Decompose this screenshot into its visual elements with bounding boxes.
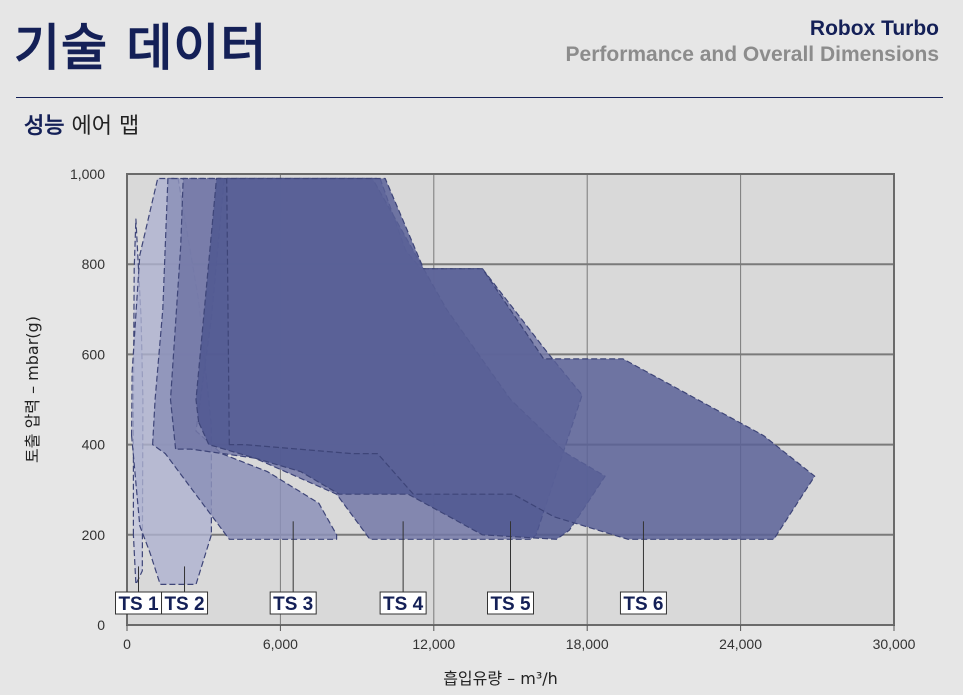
x-tick-label: 18,000 <box>566 636 609 652</box>
series-group <box>131 177 816 586</box>
x-tick-label: 24,000 <box>719 636 762 652</box>
page-title: 기술 데이터 <box>14 19 268 77</box>
series-label-box <box>487 591 534 615</box>
y-axis-ticks: 0 200 400 600 800 1,000 <box>70 166 105 633</box>
series-label: TS 6 <box>623 594 663 615</box>
series-label: TS 3 <box>273 594 313 615</box>
series-labels: TS 1 TS 2 TS 3 TS 4 TS 5 TS 6 <box>115 521 667 615</box>
x-axis-ticks: 0 6,000 12,000 18,000 24,000 30,000 <box>123 625 916 652</box>
x-tick-label: 30,000 <box>873 636 916 652</box>
series-label-box <box>269 591 317 615</box>
y-axis-label: 토출 압력 – mbar(g) <box>23 316 42 463</box>
x-tick-label: 12,000 <box>412 636 455 652</box>
plot-frame <box>126 173 895 626</box>
section-title-bold: 성능 <box>24 114 65 139</box>
series-label: TS 2 <box>164 594 204 615</box>
series-label: TS 5 <box>490 594 531 615</box>
brand-line2: Performance and Overall Dimensions <box>565 43 939 66</box>
brand-line1: Robox Turbo <box>809 17 939 40</box>
series-label: TS 4 <box>383 594 424 615</box>
section-title: 성능 에어 맵 <box>24 108 139 140</box>
y-tick-label: 400 <box>82 437 106 453</box>
section-title-rest: 에어 맵 <box>64 114 140 139</box>
x-tick-label: 0 <box>123 636 131 652</box>
header-rule <box>16 97 943 98</box>
brand-block: Robox Turbo Performance and Overall Dime… <box>566 16 939 68</box>
series-label-box <box>161 591 209 615</box>
y-tick-label: 200 <box>82 527 106 543</box>
x-axis-label: 흡입유량 – m³/h <box>443 669 558 688</box>
x-tick-label: 6,000 <box>263 636 298 652</box>
series-label: TS 1 <box>118 594 159 615</box>
y-tick-label: 1,000 <box>70 166 105 182</box>
y-tick-label: 800 <box>82 256 106 272</box>
series-area-ts6 <box>226 177 816 540</box>
plot-border <box>126 173 895 626</box>
y-tick-label: 0 <box>97 617 105 633</box>
series-label-box <box>379 591 427 615</box>
series-label-box <box>619 591 667 615</box>
y-tick-label: 600 <box>82 346 106 362</box>
